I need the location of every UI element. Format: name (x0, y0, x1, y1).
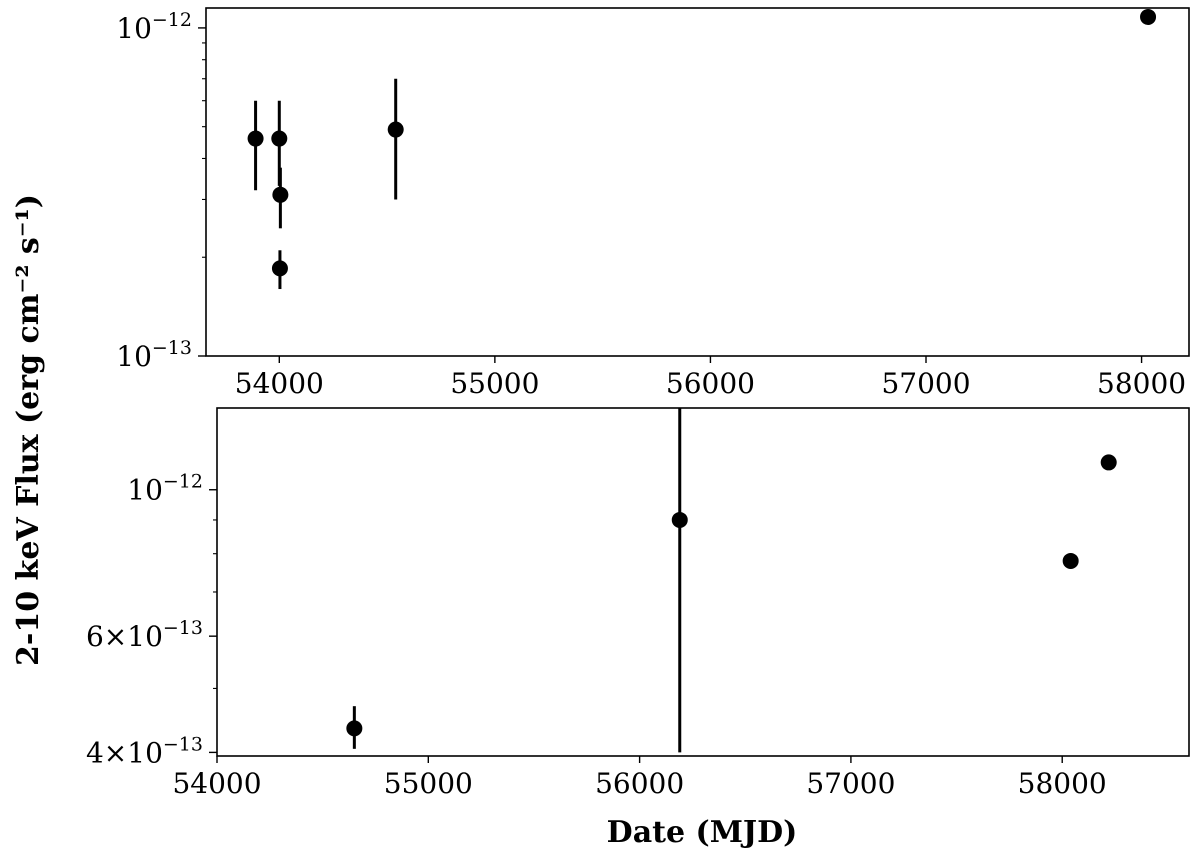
x-tick-label: 54000 (172, 767, 261, 800)
x-tick-label: 58000 (1018, 767, 1107, 800)
data-point (271, 130, 288, 147)
y-tick-label: 6×10−13 (86, 617, 203, 653)
y-tick-base: 10 (127, 474, 163, 507)
x-tick-label: 55000 (384, 767, 473, 800)
x-tick-label: 57000 (881, 367, 970, 400)
x-tick-label: 56000 (595, 767, 684, 800)
y-tick-exponent: −13 (152, 337, 192, 359)
data-point (1140, 8, 1157, 25)
plot-frame (205, 7, 1190, 357)
x-tick-label: 57000 (806, 767, 895, 800)
x-tick-label: 56000 (666, 367, 755, 400)
y-tick-exponent: −13 (163, 733, 203, 755)
y-tick-exponent: −13 (163, 617, 203, 639)
bottom-panel: 54000 55000 56000 57000 580004×10−136×10−131… (86, 407, 1190, 800)
data-point (1062, 552, 1079, 569)
y-tick-base: 4×10 (86, 736, 163, 769)
y-tick-label: 10−12 (116, 9, 192, 45)
x-axis-label: Date (MJD) (607, 815, 798, 850)
y-tick-label: 4×10−13 (86, 733, 203, 769)
data-point (271, 260, 288, 277)
x-tick-label: 58000 (1097, 367, 1186, 400)
y-tick-base: 6×10 (86, 620, 163, 653)
y-tick-base: 10 (116, 340, 152, 373)
y-tick-label: 10−13 (116, 337, 192, 373)
y-tick-exponent: −12 (163, 471, 203, 493)
y-tick-exponent: −12 (152, 9, 192, 31)
y-tick-base: 10 (116, 12, 152, 45)
data-point (671, 511, 688, 528)
plot-frame (216, 407, 1190, 757)
data-point (247, 130, 264, 147)
x-tick-label: 55000 (450, 367, 539, 400)
data-point (346, 720, 363, 737)
data-point (1100, 454, 1117, 471)
y-tick-label: 10−12 (127, 471, 203, 507)
data-point (387, 121, 404, 138)
y-axis-label: 2-10 keV Flux (erg cm⁻² s⁻¹) (11, 194, 46, 666)
data-point (272, 186, 289, 203)
x-tick-label: 54000 (235, 367, 324, 400)
